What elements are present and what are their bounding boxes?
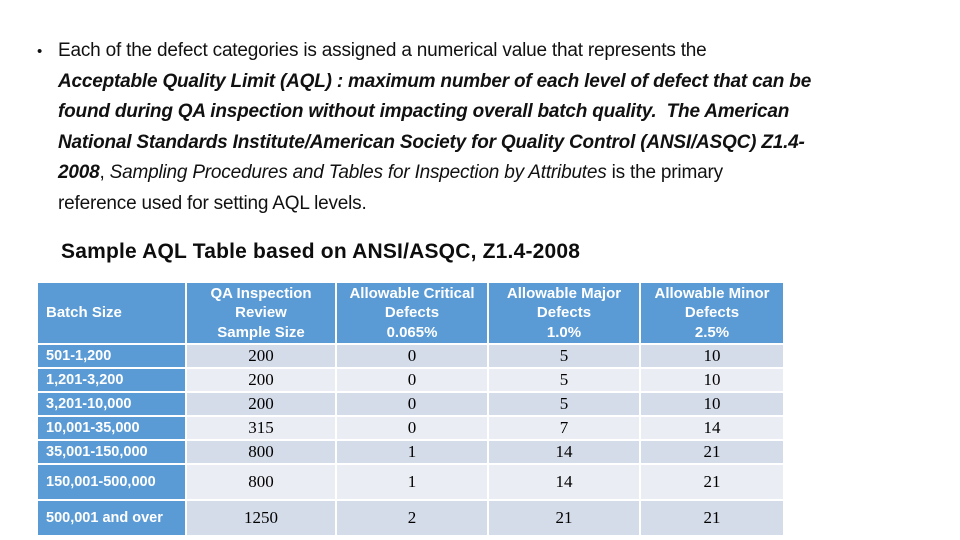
paragraph-segment-comma: , — [99, 162, 110, 183]
minor-defects-cell: 10 — [641, 369, 783, 391]
critical-defects-cell: 1 — [337, 465, 487, 499]
table-row: 3,201-10,000 200 0 5 10 — [38, 393, 783, 415]
batch-size-cell: 10,001-35,000 — [38, 417, 185, 439]
critical-defects-cell: 0 — [337, 369, 487, 391]
header-minor-defects: Allowable Minor Defects 2.5% — [641, 283, 783, 343]
paragraph-segment-closing: is the primary reference used for settin… — [58, 162, 723, 214]
minor-defects-cell: 21 — [641, 441, 783, 463]
minor-defects-cell: 21 — [641, 465, 783, 499]
minor-defects-cell: 14 — [641, 417, 783, 439]
batch-size-cell: 500,001 and over — [38, 501, 185, 535]
major-defects-cell: 14 — [489, 465, 639, 499]
batch-size-cell: 501-1,200 — [38, 345, 185, 367]
sample-size-cell: 800 — [187, 465, 335, 499]
critical-defects-cell: 0 — [337, 345, 487, 367]
critical-defects-cell: 1 — [337, 441, 487, 463]
table-title: Sample AQL Table based on ANSI/ASQC, Z1.… — [61, 240, 581, 263]
paragraph-segment-italic-title: Sampling Procedures and Tables for Inspe… — [109, 162, 607, 183]
sample-size-cell: 800 — [187, 441, 335, 463]
major-defects-cell: 5 — [489, 345, 639, 367]
batch-size-cell: 150,001-500,000 — [38, 465, 185, 499]
sample-size-cell: 315 — [187, 417, 335, 439]
header-major-defects: Allowable Major Defects 1.0% — [489, 283, 639, 343]
major-defects-cell: 14 — [489, 441, 639, 463]
paragraph-segment-regular: Each of the defect categories is assigne… — [58, 40, 707, 61]
table-row: 35,001-150,000 800 1 14 21 — [38, 441, 783, 463]
critical-defects-cell: 0 — [337, 393, 487, 415]
critical-defects-cell: 0 — [337, 417, 487, 439]
table-row: 150,001-500,000 800 1 14 21 — [38, 465, 783, 499]
table-row: 1,201-3,200 200 0 5 10 — [38, 369, 783, 391]
aql-table: Batch Size QA Inspection Review Sample S… — [36, 281, 785, 537]
header-batch-size: Batch Size — [38, 283, 185, 343]
bullet-icon: • — [37, 43, 43, 60]
sample-size-cell: 200 — [187, 345, 335, 367]
minor-defects-cell: 10 — [641, 393, 783, 415]
major-defects-cell: 5 — [489, 393, 639, 415]
header-sample-size: QA Inspection Review Sample Size — [187, 283, 335, 343]
minor-defects-cell: 21 — [641, 501, 783, 535]
table-row: 10,001-35,000 315 0 7 14 — [38, 417, 783, 439]
table-row: 501-1,200 200 0 5 10 — [38, 345, 783, 367]
major-defects-cell: 7 — [489, 417, 639, 439]
sample-size-cell: 1250 — [187, 501, 335, 535]
major-defects-cell: 21 — [489, 501, 639, 535]
paragraph-segment-bold-italic: Acceptable Quality Limit (AQL) : maximum… — [58, 70, 812, 184]
header-critical-defects: Allowable Critical Defects 0.065% — [337, 283, 487, 343]
batch-size-cell: 3,201-10,000 — [38, 393, 185, 415]
table-row: 500,001 and over 1250 2 21 21 — [38, 501, 783, 535]
sample-size-cell: 200 — [187, 393, 335, 415]
minor-defects-cell: 10 — [641, 345, 783, 367]
batch-size-cell: 1,201-3,200 — [38, 369, 185, 391]
critical-defects-cell: 2 — [337, 501, 487, 535]
table-header-row: Batch Size QA Inspection Review Sample S… — [38, 283, 783, 343]
intro-bullet-item: • Each of the defect categories is assig… — [37, 36, 922, 219]
sample-size-cell: 200 — [187, 369, 335, 391]
batch-size-cell: 35,001-150,000 — [38, 441, 185, 463]
major-defects-cell: 5 — [489, 369, 639, 391]
intro-paragraph: Each of the defect categories is assigne… — [58, 36, 922, 219]
